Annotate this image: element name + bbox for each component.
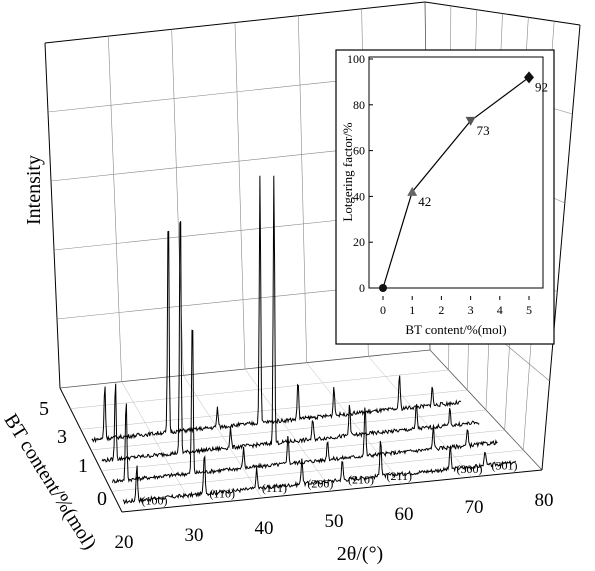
back-wall-vgrid: [234, 22, 246, 370]
peak-label: (111): [262, 481, 287, 495]
x-axis-title: 2θ/(°): [337, 543, 383, 565]
inset-point: [407, 186, 418, 196]
inset-point: [379, 284, 387, 292]
x-tick-label: 40: [255, 518, 274, 539]
peak-label: (211): [387, 469, 413, 483]
inset-y-tick-label: 40: [353, 189, 365, 203]
inset-chart: 0 20 40 60 80 100 0 1 2 3 4 5 BT content/%(mol) Lotge…: [335, 49, 555, 345]
back-left-edge: [44, 42, 61, 389]
back-wall-vgrid: [108, 36, 122, 382]
x-tick-label: 70: [465, 497, 484, 518]
x-tick-label: 80: [535, 490, 554, 511]
x-tick-label: 50: [325, 511, 344, 532]
inset-y-tick-label: 60: [353, 144, 365, 158]
floor-gridline: [90, 409, 487, 451]
inset-data-label: 92: [535, 79, 548, 94]
back-wall-vgrid: [298, 15, 307, 363]
trace-5: [91, 175, 462, 444]
inset-background: [335, 49, 555, 345]
floor-gridline: [80, 389, 468, 430]
inset-y-tick-label: 0: [359, 281, 365, 295]
z-axis-title: BT content/%(mol): [0, 410, 101, 554]
inset-series-line: [382, 76, 530, 289]
z-tick-label: 3: [57, 426, 67, 448]
z-tick-label: 5: [39, 398, 49, 420]
x-tick-label: 30: [185, 525, 204, 546]
peak-label: (210): [348, 473, 374, 487]
inset-x-axis-title: BT content/%(mol): [405, 322, 506, 337]
right-front-edge: [541, 24, 581, 471]
floor-gridline: [101, 429, 505, 471]
x-tick-label: 60: [395, 504, 414, 525]
x-tick-label: 20: [115, 532, 134, 553]
inset-x-tick-label: 2: [438, 303, 444, 317]
floor-gridline: [70, 369, 449, 409]
y-axis-title: Intensity: [23, 155, 45, 225]
z-tick-label: 0: [97, 488, 107, 510]
peak-label: (100): [142, 493, 168, 507]
inset-x-tick-label: 4: [497, 303, 503, 317]
z-tick-label: 1: [78, 455, 88, 477]
inset-point: [465, 116, 476, 126]
peak-labels: (100) (110) (111) (200) (210) (211) (300) (301): [142, 458, 518, 507]
peak-label: (300): [457, 462, 483, 476]
floor-gridline: [111, 449, 524, 492]
inset-y-tick-label: 80: [353, 98, 365, 112]
inset-x-tick-label: 1: [409, 303, 415, 317]
inset-x-tick-label: 0: [380, 303, 386, 317]
inset-data-label: 73: [477, 123, 490, 138]
peak-label: (110): [209, 486, 235, 500]
peak-label: (200): [307, 477, 333, 491]
trace-3: [101, 175, 480, 463]
inset-point: [524, 71, 534, 84]
peak-label: (301): [492, 458, 518, 472]
inset-y-tick-label: 20: [353, 235, 365, 249]
inset-y-axis-title: Lotgering factor/%: [340, 122, 355, 221]
diffraction-traces: [91, 175, 517, 505]
trace-0: [122, 440, 517, 505]
inset-y-tick-label: 100: [347, 52, 365, 66]
inset-x-tick-label: 5: [526, 303, 532, 317]
inset-plot-area: [368, 56, 544, 289]
inset-x-tick-label: 3: [468, 303, 474, 317]
inset-data-label: 42: [418, 194, 431, 209]
